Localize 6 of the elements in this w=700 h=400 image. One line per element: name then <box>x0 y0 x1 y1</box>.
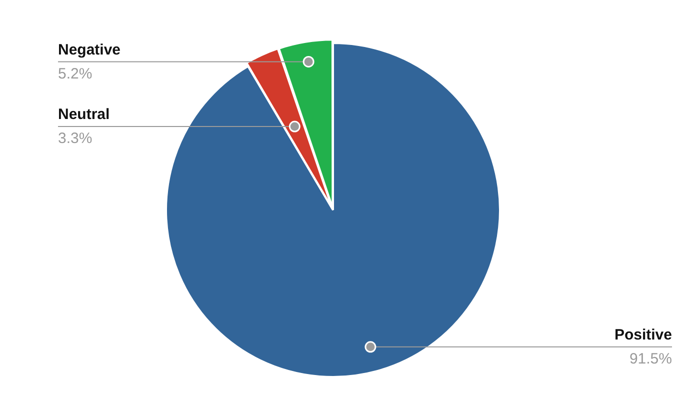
data-label: 91.5% <box>629 350 672 368</box>
slice-label: Neutral <box>58 106 110 124</box>
data-label: 5.2% <box>58 65 92 82</box>
slice-label: Negative <box>58 41 121 58</box>
data-label: 3.3% <box>58 130 92 148</box>
slice-label: Positive <box>614 326 672 344</box>
